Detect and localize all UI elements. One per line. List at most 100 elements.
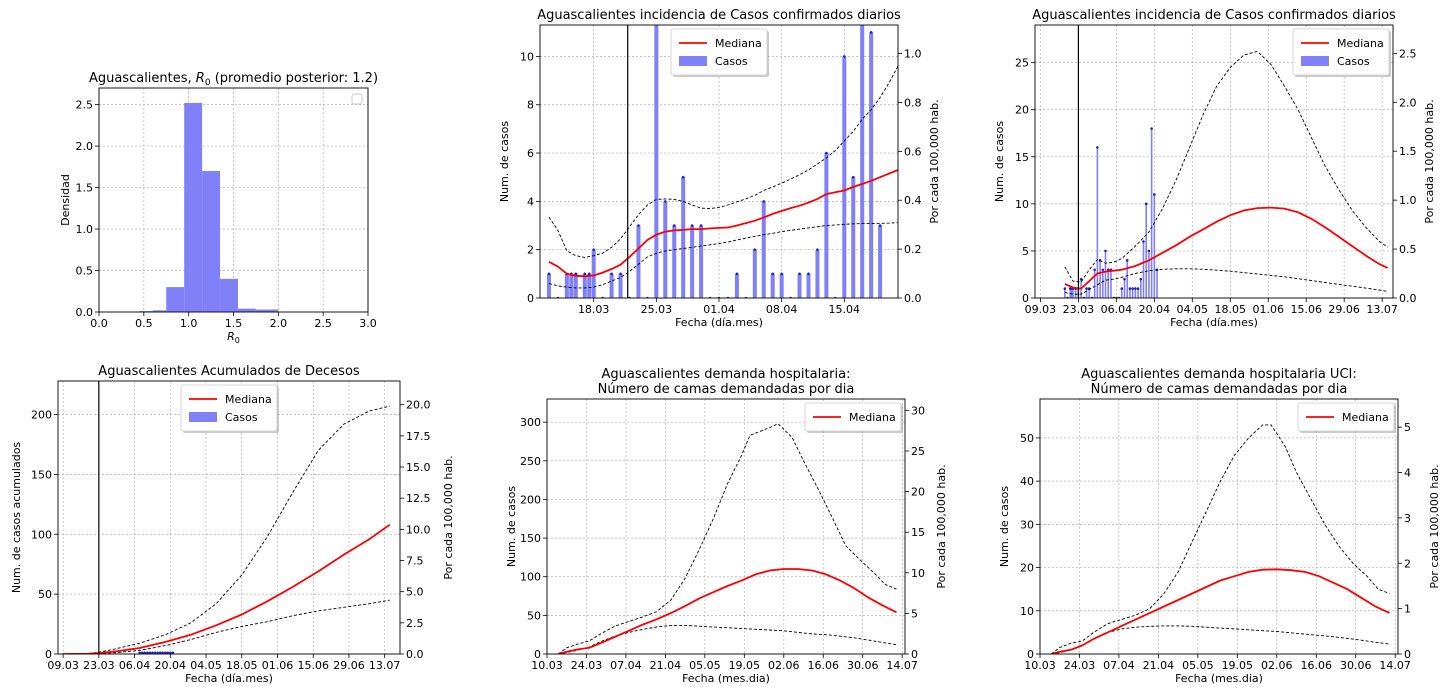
x-tick-label: 13.07 xyxy=(1366,303,1398,316)
y2-tick-label: 5.0 xyxy=(406,586,424,599)
y-tick-label: 40 xyxy=(1020,475,1034,488)
x-tick-label: 10.03 xyxy=(531,659,563,672)
y2-tick-label: 0.2 xyxy=(904,243,922,256)
x-tick-label: 04.05 xyxy=(1177,303,1209,316)
y-tick-label: 100 xyxy=(31,528,52,541)
y2-tick-label: 20.0 xyxy=(406,399,431,412)
y-tick-label: 10 xyxy=(520,50,534,63)
case-bar xyxy=(618,273,623,298)
x-tick-label: 01.04 xyxy=(703,303,735,316)
chart-title: Aguascalientes Acumulados de Decesos xyxy=(98,364,360,379)
case-point xyxy=(547,272,551,276)
case-bar xyxy=(1074,288,1077,298)
legend-box xyxy=(1292,28,1390,76)
legend-label: Casos xyxy=(715,55,748,68)
x-tick-label: 02.06 xyxy=(1261,659,1293,672)
x-tick-label: 21.04 xyxy=(1143,659,1175,672)
x-tick-label: 23.03 xyxy=(83,659,115,672)
title-part: 0 xyxy=(205,78,211,88)
panels: 0.0 0.5 1.0 1.5 2.0 2.5 3.0 0.0 0.5 1.0 1.5 2.0 2.5 A… xyxy=(10,8,1440,685)
case-point xyxy=(574,272,578,276)
case-bar xyxy=(546,273,551,298)
case-bar xyxy=(1156,269,1158,298)
x-tick-label: 20.04 xyxy=(1139,303,1171,316)
plot-area xyxy=(63,405,391,654)
case-point xyxy=(592,248,595,251)
y-tick-label: 0.5 xyxy=(76,265,94,278)
chart-title: Aguascalientes incidencia de Casos confi… xyxy=(1032,8,1396,23)
x-tick-label: 04.05 xyxy=(190,659,222,672)
xlabel-part: 0 xyxy=(235,336,240,345)
case-bar xyxy=(842,56,847,298)
title-part: R xyxy=(196,71,205,86)
case-bar xyxy=(1120,288,1123,298)
legend-label: Mediana xyxy=(1342,411,1389,424)
case-point xyxy=(140,651,144,654)
xlabel-part: R xyxy=(227,330,235,343)
y-axis-label: Num. de casos xyxy=(498,121,511,202)
y-tick-label: 0 xyxy=(1027,648,1034,661)
case-point xyxy=(1093,268,1096,272)
case-point xyxy=(1147,249,1151,253)
case-point xyxy=(1131,287,1134,290)
y2-tick-label: 15.0 xyxy=(406,461,431,474)
y2-tick-label: 0.0 xyxy=(904,292,922,305)
case-bar xyxy=(770,273,775,298)
legend-swatch-cases xyxy=(679,56,707,66)
x-tick-label: 06.04 xyxy=(119,659,151,672)
x-tick-label: 24.03 xyxy=(1064,659,1096,672)
y-tick-label: 4 xyxy=(527,195,534,208)
y-tick-label: 50 xyxy=(38,588,52,601)
y2-tick-label: 10 xyxy=(911,567,925,580)
y-tick-label: 2.0 xyxy=(76,140,94,153)
x-tick-label: 16.06 xyxy=(1301,659,1333,672)
x-axis-label: R0 xyxy=(227,330,240,345)
x-tick-label: 18.05 xyxy=(1215,303,1247,316)
legend-swatch-cases xyxy=(189,412,217,422)
case-bar xyxy=(1137,288,1139,298)
y2-tick-label: 5 xyxy=(1404,421,1411,434)
case-bar xyxy=(761,201,766,298)
case-point xyxy=(166,651,170,654)
case-point xyxy=(1128,287,1132,290)
lower-band-line xyxy=(1064,268,1388,295)
case-point xyxy=(587,272,591,276)
y2-tick-label: 0 xyxy=(1404,648,1411,661)
x-tick-label: 05.05 xyxy=(1182,659,1214,672)
x-tick-label: 21.04 xyxy=(650,659,682,672)
x-tick-label: 14.07 xyxy=(1379,659,1411,672)
case-point xyxy=(143,651,147,654)
y-tick-label: 2.5 xyxy=(76,99,94,112)
case-point xyxy=(1136,287,1140,290)
case-bar xyxy=(1070,288,1073,298)
y-tick-label: 8 xyxy=(527,99,534,112)
case-point xyxy=(753,248,757,251)
case-bar xyxy=(860,25,865,298)
case-bar xyxy=(752,249,757,298)
x-tick-label: 30.06 xyxy=(847,659,879,672)
case-point xyxy=(1134,287,1137,290)
x-tick-label: 24.03 xyxy=(571,659,603,672)
y2-tick-label: 0.8 xyxy=(904,96,922,109)
y-tick-label: 25 xyxy=(1015,57,1029,70)
legend-box xyxy=(1297,402,1395,432)
y-axis-label: Num. de casos xyxy=(505,486,518,567)
x-tick-label: 05.05 xyxy=(689,659,721,672)
case-bar xyxy=(1131,288,1134,298)
case-bar xyxy=(1129,288,1131,298)
case-bar xyxy=(1150,128,1153,298)
y2-axis-label: Por cada 100,000 hab. xyxy=(1428,464,1440,588)
x-tick-label: 10.03 xyxy=(1024,659,1056,672)
x-tick-label: 09.03 xyxy=(47,659,79,672)
case-point xyxy=(807,272,810,276)
case-bar xyxy=(1142,241,1145,298)
case-point xyxy=(771,272,774,276)
x-tick-label: 2.0 xyxy=(270,317,288,330)
title-part: Aguascalientes, xyxy=(89,71,196,86)
y2-tick-label: 25 xyxy=(911,445,925,458)
x-tick-label: 01.06 xyxy=(1252,303,1284,316)
case-point xyxy=(1123,277,1126,281)
y2-tick-label: 30 xyxy=(911,404,925,417)
upper-band-line xyxy=(63,405,390,654)
x-tick-label: 23.03 xyxy=(1063,303,1095,316)
